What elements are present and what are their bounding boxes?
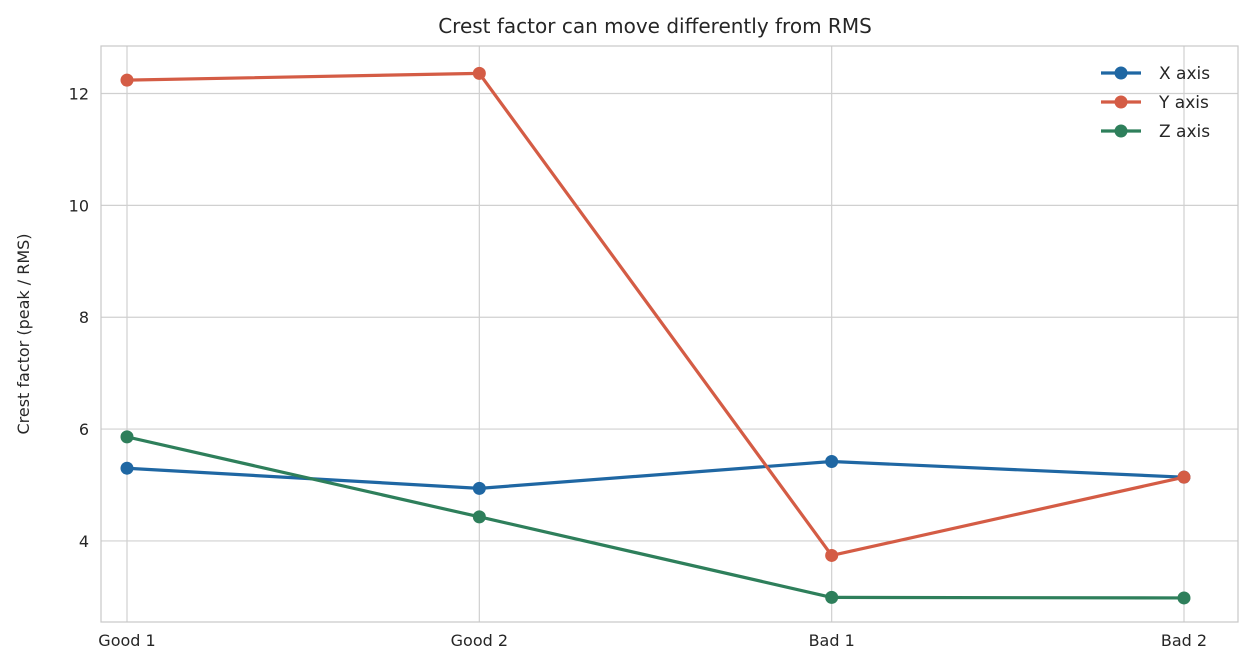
data-point bbox=[472, 481, 486, 495]
x-tick-label: Good 1 bbox=[98, 631, 155, 650]
x-axis-ticks: Good 1 Good 2 Bad 1 Bad 2 bbox=[98, 631, 1207, 650]
y-axis-ticks: 4 6 8 10 12 bbox=[69, 85, 89, 551]
x-tick-label: Bad 2 bbox=[1161, 631, 1207, 650]
data-point bbox=[825, 548, 839, 562]
data-point bbox=[120, 461, 134, 475]
series-line bbox=[126, 71, 1185, 558]
legend-item: X axis bbox=[1101, 64, 1210, 84]
legend-item: Y axis bbox=[1101, 93, 1209, 113]
data-point bbox=[825, 455, 839, 469]
plot-frame bbox=[100, 45, 1239, 623]
y-tick-label: 8 bbox=[79, 308, 89, 327]
data-point bbox=[825, 590, 839, 604]
grid bbox=[101, 46, 1238, 622]
x-tick-label: Good 2 bbox=[451, 631, 508, 650]
data-point bbox=[472, 66, 486, 80]
legend-swatch-marker bbox=[1114, 66, 1128, 80]
data-point bbox=[120, 430, 134, 444]
legend-item: Z axis bbox=[1101, 122, 1210, 142]
legend-label: Y axis bbox=[1158, 93, 1209, 113]
legend-swatch-marker bbox=[1114, 124, 1128, 138]
legend-label: Z axis bbox=[1159, 122, 1210, 142]
y-tick-label: 10 bbox=[69, 196, 89, 215]
y-tick-label: 6 bbox=[79, 420, 89, 439]
y-axis-label: Crest factor (peak / RMS) bbox=[14, 233, 33, 434]
chart-title: Crest factor can move differently from R… bbox=[438, 14, 872, 38]
series-2 bbox=[120, 66, 1191, 562]
data-point bbox=[1177, 591, 1191, 605]
legend: X axis Y axis Z axis bbox=[1101, 64, 1210, 142]
series-line bbox=[126, 435, 1185, 600]
data-point bbox=[120, 73, 134, 87]
series-layer bbox=[120, 66, 1191, 605]
series-3 bbox=[120, 430, 1191, 605]
legend-swatch-marker bbox=[1114, 95, 1128, 109]
data-point bbox=[472, 510, 486, 524]
y-tick-label: 12 bbox=[69, 85, 89, 104]
x-tick-label: Bad 1 bbox=[809, 631, 855, 650]
legend-label: X axis bbox=[1159, 64, 1210, 84]
data-point bbox=[1177, 470, 1191, 484]
y-tick-label: 4 bbox=[79, 532, 89, 551]
